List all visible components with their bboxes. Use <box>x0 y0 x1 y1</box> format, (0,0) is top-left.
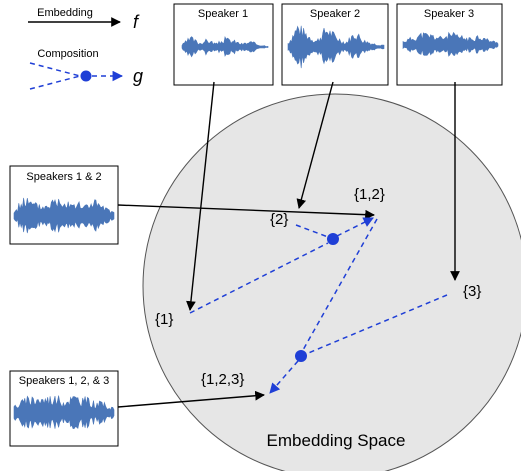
speaker-1-label: Speaker 1 <box>198 8 248 20</box>
speaker-1-box: Speaker 1 <box>173 3 274 86</box>
speakers-1-2-waveform <box>13 197 115 234</box>
speakers-1-2-label: Speakers 1 & 2 <box>26 171 101 183</box>
compose-node-123 <box>295 350 307 362</box>
legend: Embedding f Composition g <box>28 7 143 90</box>
embedding-space-circle <box>142 93 521 471</box>
compose-line-from-3 <box>305 294 448 355</box>
speakers-1-2-3-waveform <box>13 395 115 430</box>
speaker-2-label: Speaker 2 <box>310 8 360 20</box>
speakers-1-2-3-label: Speakers 1, 2, & 3 <box>19 375 110 387</box>
speaker-3-waveform <box>402 31 499 57</box>
speakers-1-2-3-box: Speakers 1, 2, & 3 <box>9 370 119 447</box>
embedding-label-3: {3} <box>463 283 481 300</box>
embed-arrow-speakers-1-2 <box>117 204 375 220</box>
speakers-1-2-box: Speakers 1 & 2 <box>9 165 119 245</box>
embed-arrow-speaker-2 <box>296 81 334 209</box>
embedding-label-12: {1,2} <box>354 186 385 203</box>
legend-composition-symbol: g <box>133 66 143 86</box>
speaker-1-waveform <box>181 35 269 58</box>
legend-composition-line-upper <box>29 62 81 77</box>
legend-composition-dot <box>80 70 92 82</box>
compose-line-from-1 <box>189 242 329 314</box>
legend-composition-line-lower <box>29 75 81 90</box>
legend-embedding-label: Embedding <box>37 7 93 19</box>
embed-arrow-speakers-1-2-3 <box>117 390 265 408</box>
embedding-label-2: {2} <box>270 211 288 228</box>
compose-line-from-12 <box>302 218 378 351</box>
speaker-2-waveform <box>287 25 385 69</box>
legend-embedding-symbol: f <box>133 12 140 32</box>
compose-arrow-to-12 <box>336 217 374 237</box>
compose-arrow-to-123 <box>269 360 299 394</box>
speaker-3-label: Speaker 3 <box>424 8 474 20</box>
legend-composition-label: Composition <box>37 48 98 60</box>
embed-arrow-speaker-1 <box>186 81 215 311</box>
embedding-label-123: {1,2,3} <box>201 371 244 388</box>
speaker-2-box: Speaker 2 <box>281 3 389 86</box>
speaker-3-box: Speaker 3 <box>396 3 503 86</box>
embedding-space-label: Embedding Space <box>267 431 406 450</box>
compose-node-12 <box>327 233 339 245</box>
compose-line-from-2 <box>295 224 329 238</box>
embedding-label-1: {1} <box>155 311 173 328</box>
